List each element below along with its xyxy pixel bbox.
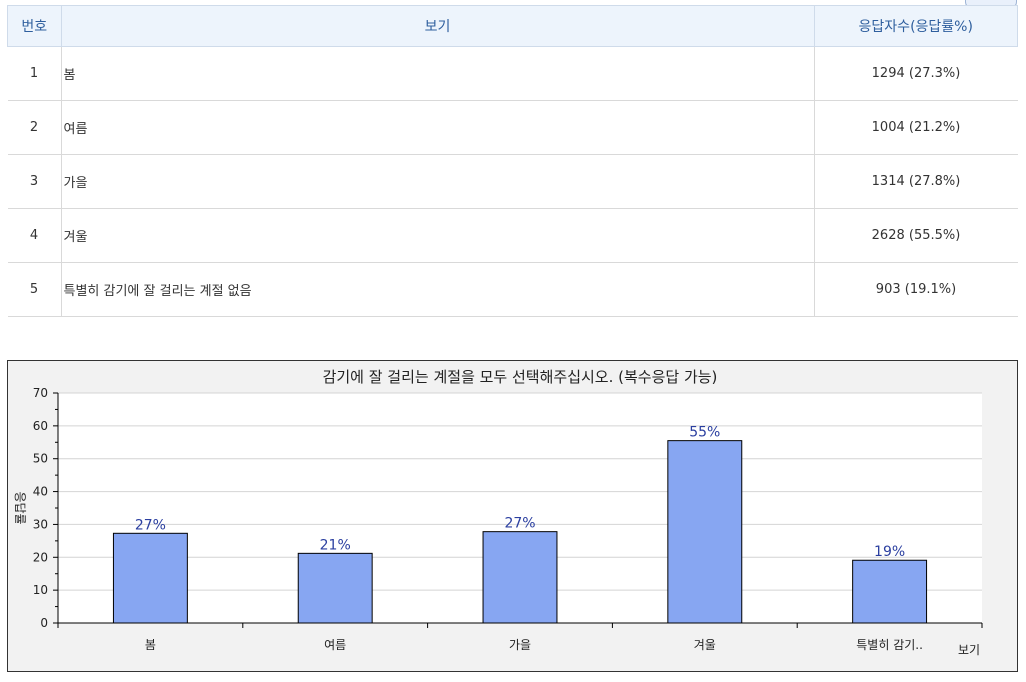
row-count: 2628 (55.5%) — [813, 208, 1018, 263]
row-num: 3 — [7, 154, 61, 209]
bar — [112, 532, 188, 624]
data-label: 27% — [135, 517, 166, 533]
bar — [482, 531, 558, 624]
y-tick-label: 0 — [40, 616, 48, 630]
table-row: 3 가을 1314 (27.8%) — [7, 154, 1018, 209]
results-table: 번호 보기 응답자수(응답률%) 1 봄 1294 (27.3%) 2 여름 1… — [7, 5, 1018, 317]
y-tick-label: 10 — [33, 583, 48, 597]
grid-lines — [58, 392, 982, 591]
x-category-label: 여름 — [324, 638, 346, 652]
y-tick-label: 70 — [33, 386, 48, 400]
row-num: 2 — [7, 100, 61, 155]
row-option: 여름 — [60, 100, 814, 155]
chart-container: 27% 21% 27% 55% 19% 0 10 20 30 40 50 60 70 봄 여름 가을 겨울 특별… — [7, 360, 1018, 672]
x-category-label: 가을 — [509, 638, 531, 652]
x-category-label: 봄 — [145, 638, 156, 652]
data-label: 55% — [689, 425, 720, 441]
axes: 0 10 20 30 40 50 60 70 봄 여름 가을 겨울 특별히 감기.. — [33, 386, 983, 652]
data-label: 19% — [874, 544, 905, 560]
bar-chart: 27% 21% 27% 55% 19% 0 10 20 30 40 50 60 70 봄 여름 가을 겨울 특별… — [13, 368, 983, 657]
x-category-label: 겨울 — [694, 638, 716, 652]
row-count: 903 (19.1%) — [813, 262, 1018, 317]
data-label: 21% — [320, 537, 351, 553]
y-tick-label: 40 — [33, 485, 48, 499]
row-num: 1 — [7, 46, 61, 101]
y-tick-label: 60 — [33, 419, 48, 433]
table-row: 2 여름 1004 (21.2%) — [7, 100, 1018, 155]
table-row: 4 겨울 2628 (55.5%) — [7, 208, 1018, 263]
table-header-row: 번호 보기 응답자수(응답률%) — [7, 5, 1018, 47]
chart-title: 감기에 잘 걸리는 계절을 모두 선택해주십시오. (복수응답 가능) — [323, 368, 718, 386]
bar — [852, 559, 928, 624]
bar — [297, 552, 373, 624]
bars: 27% 21% 27% 55% 19% — [112, 425, 928, 624]
table-row: 1 봄 1294 (27.3%) — [7, 46, 1018, 101]
row-option: 겨울 — [60, 208, 814, 263]
x-category-label: 특별히 감기.. — [856, 638, 923, 652]
row-option: 가을 — [60, 154, 814, 209]
row-option: 봄 — [60, 46, 814, 101]
y-axis-title: 응답률 — [13, 491, 27, 524]
row-option: 특별히 감기에 잘 걸리는 계절 없음 — [60, 262, 814, 317]
row-num: 4 — [7, 208, 61, 263]
row-count: 1314 (27.8%) — [813, 154, 1018, 209]
y-tick-label: 50 — [33, 452, 48, 466]
row-num: 5 — [7, 262, 61, 317]
header-count: 응답자수(응답률%) — [813, 5, 1018, 47]
header-option: 보기 — [60, 5, 815, 47]
header-num: 번호 — [7, 5, 62, 47]
bar — [667, 440, 743, 624]
y-tick-label: 20 — [33, 550, 48, 564]
x-axis-title: 보기 — [958, 643, 980, 657]
y-tick-label: 30 — [33, 517, 48, 531]
data-label: 27% — [504, 516, 535, 532]
row-count: 1004 (21.2%) — [813, 100, 1018, 155]
row-count: 1294 (27.3%) — [813, 46, 1018, 101]
table-row: 5 특별히 감기에 잘 걸리는 계절 없음 903 (19.1%) — [7, 262, 1018, 317]
